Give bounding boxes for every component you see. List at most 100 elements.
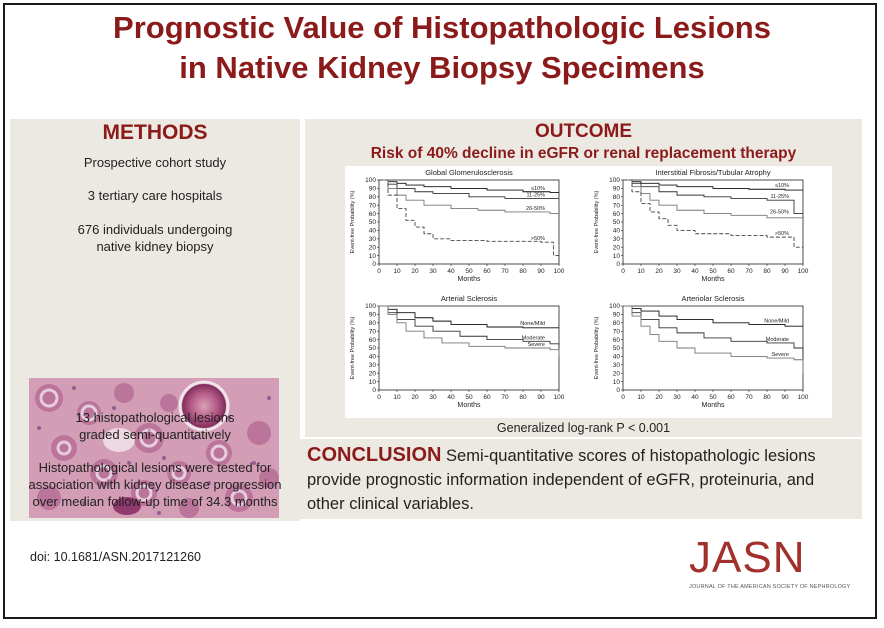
chart-title: Arterial Sclerosis [441, 294, 498, 303]
series-label: Severe [528, 342, 545, 348]
x-tick-label: 70 [501, 394, 509, 401]
x-axis-label: Months [458, 402, 481, 409]
x-tick-label: 30 [429, 268, 437, 275]
series-line [379, 179, 559, 194]
doi-link[interactable]: doi: 10.1681/ASN.2017121260 [30, 550, 201, 564]
y-axis-label: Event-free Probability (%) [350, 191, 356, 254]
x-tick-label: 40 [691, 268, 699, 275]
x-tick-label: 60 [483, 268, 491, 275]
y-tick-label: 40 [613, 354, 621, 361]
series-label: Severe [772, 352, 789, 358]
y-tick-label: 70 [369, 328, 377, 335]
y-tick-label: 30 [613, 362, 621, 369]
x-axis-label: Months [702, 276, 725, 283]
series-line [379, 179, 560, 264]
methods-item-individuals-1: 676 individuals undergoing [77, 222, 233, 237]
y-tick-label: 100 [609, 177, 620, 184]
x-tick-label: 80 [763, 394, 771, 401]
x-tick-label: 60 [727, 268, 735, 275]
series-line [623, 179, 803, 219]
page-title: Prognostic Value of Histopathologic Lesi… [0, 8, 884, 88]
series-line [379, 179, 559, 215]
km-chart-1: Global Glomerulosclerosis010203040506070… [350, 168, 565, 283]
y-axis-label: Event-free Probability (%) [594, 191, 600, 254]
methods-item-tested-1: Histopathological lesions were tested fo… [38, 460, 272, 475]
y-tick-label: 70 [613, 202, 621, 209]
y-tick-label: 50 [369, 219, 377, 226]
logrank-pvalue: Generalized log-rank P < 0.001 [496, 421, 671, 435]
y-tick-label: 60 [613, 337, 621, 344]
x-tick-label: 70 [501, 268, 509, 275]
x-tick-label: 90 [781, 268, 789, 275]
y-tick-label: 0 [616, 387, 620, 394]
y-tick-label: 10 [613, 253, 621, 260]
x-tick-label: 50 [465, 268, 473, 275]
x-tick-label: 0 [621, 394, 625, 401]
x-tick-label: 20 [655, 394, 663, 401]
y-tick-label: 40 [369, 354, 377, 361]
methods-item-tested-2: association with kidney disease progress… [28, 477, 282, 492]
series-label: None/Mild [520, 321, 545, 327]
x-tick-label: 90 [537, 268, 545, 275]
x-tick-label: 10 [393, 268, 401, 275]
y-tick-label: 90 [369, 186, 377, 193]
x-tick-label: 90 [781, 394, 789, 401]
series-label: 11-25% [770, 194, 789, 200]
x-tick-label: 0 [377, 394, 381, 401]
x-tick-label: 100 [554, 394, 565, 401]
y-tick-label: 80 [369, 320, 377, 327]
conclusion-panel: CONCLUSION Semi-quantitative scores of h… [297, 439, 862, 519]
series-label: Moderate [766, 337, 789, 343]
y-tick-label: 50 [613, 219, 621, 226]
y-tick-label: 10 [613, 379, 621, 386]
series-label: None/Mild [764, 318, 789, 324]
x-tick-label: 60 [727, 394, 735, 401]
km-chart-4: Arteriolar Sclerosis01020304050607080901… [594, 294, 809, 409]
methods-item-lesions-1: 13 histopathological lesions [75, 410, 235, 425]
biopsy-histology-image [29, 378, 279, 518]
km-chart-3: Arterial Sclerosis0102030405060708090100… [350, 294, 565, 409]
x-tick-label: 30 [429, 394, 437, 401]
x-tick-label: 30 [673, 394, 681, 401]
y-tick-label: 90 [369, 312, 377, 319]
y-tick-label: 20 [369, 370, 377, 377]
y-tick-label: 10 [369, 379, 377, 386]
series-line [379, 305, 559, 329]
y-tick-label: 60 [613, 211, 621, 218]
methods-item-tested-3: over median follow-up time of 34.3 month… [32, 494, 278, 509]
series-line [623, 305, 803, 327]
y-tick-label: 40 [369, 228, 377, 235]
y-tick-label: 30 [369, 362, 377, 369]
y-tick-label: 20 [369, 244, 377, 251]
y-axis-label: Event-free Probability (%) [594, 317, 600, 380]
x-tick-label: 40 [691, 394, 699, 401]
series-line [623, 305, 804, 369]
x-tick-label: 10 [393, 394, 401, 401]
y-tick-label: 40 [613, 228, 621, 235]
x-tick-label: 40 [447, 268, 455, 275]
outcome-panel: OUTCOME Risk of 40% decline in eGFR or r… [305, 119, 862, 437]
series-line [623, 179, 804, 252]
y-tick-label: 80 [613, 194, 621, 201]
y-axis-label: Event-free Probability (%) [350, 317, 356, 380]
y-tick-label: 60 [369, 211, 377, 218]
x-tick-label: 100 [798, 394, 809, 401]
methods-item-hospitals: 3 tertiary care hospitals [87, 188, 223, 203]
conclusion-text: Semi-quantitative scores of histopatholo… [307, 447, 816, 513]
x-tick-label: 70 [745, 268, 753, 275]
y-tick-label: 100 [365, 177, 376, 184]
series-line [623, 305, 804, 374]
conclusion-heading: CONCLUSION [307, 444, 442, 466]
y-tick-label: 50 [613, 345, 621, 352]
chart-title: Arteriolar Sclerosis [682, 294, 745, 303]
chart-title: Global Glomerulosclerosis [425, 168, 513, 177]
y-tick-label: 90 [613, 312, 621, 319]
y-tick-label: 60 [369, 337, 377, 344]
series-label: 26-50% [526, 206, 545, 212]
x-tick-label: 80 [519, 394, 527, 401]
conclusion-body: CONCLUSION Semi-quantitative scores of h… [307, 443, 855, 516]
jasn-subtitle: JOURNAL OF THE AMERICAN SOCIETY OF NEPHR… [689, 584, 851, 590]
methods-panel: METHODS Prospective cohort study 3 terti… [10, 119, 300, 521]
y-tick-label: 20 [613, 244, 621, 251]
y-tick-label: 50 [369, 345, 377, 352]
